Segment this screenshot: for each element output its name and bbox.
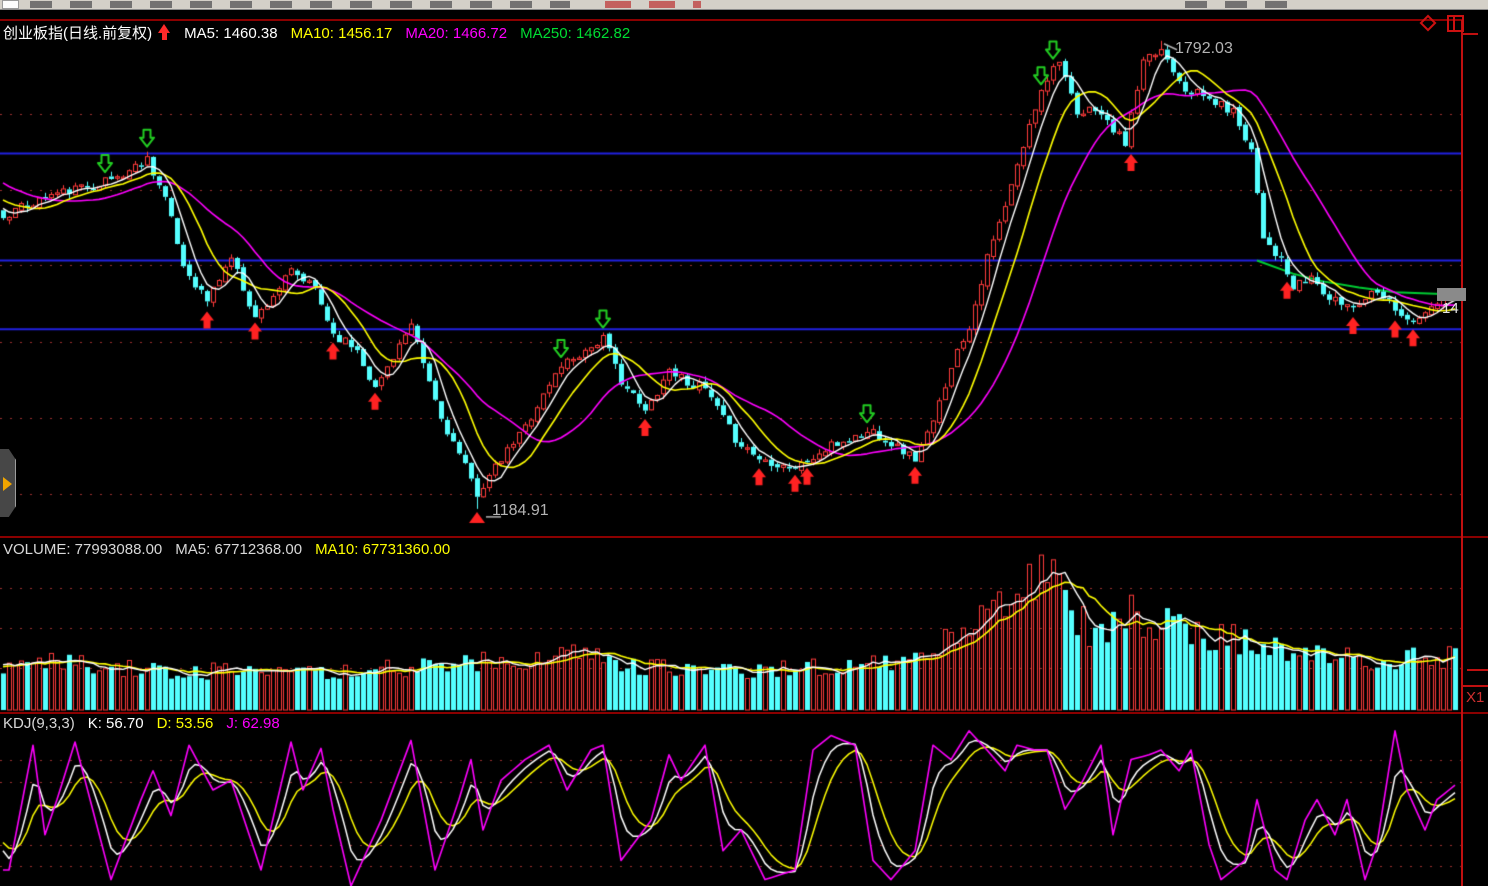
sidebar-expand-tab[interactable]: [0, 449, 16, 517]
last-price-tag: [1437, 288, 1466, 301]
split-window-icon-divider: [1453, 17, 1455, 30]
up-arrow-icon: [158, 24, 171, 40]
volume-ma5-value: MA5: 67712368.00: [175, 541, 303, 558]
ma5-value: MA5: 1460.38: [184, 25, 278, 42]
main-pane-header: 创业板指(日线.前复权) MA5: 1460.38 MA10: 1456.17 MA2…: [3, 22, 643, 43]
kdj-indicator-name: KDJ(9,3,3): [3, 715, 75, 732]
kdj-pane-header: KDJ(9,3,3) K: 56.70 D: 53.56 J: 62.98: [3, 715, 293, 732]
menu-bar[interactable]: [0, 0, 1488, 10]
low-price-label: 1184.91: [492, 502, 549, 519]
kdj-d-value: D: 53.56: [156, 715, 214, 732]
kdj-chart-canvas[interactable]: [0, 714, 1462, 886]
kdj-pane-divider: [0, 712, 1488, 714]
last-price-tag-text: 14: [1442, 300, 1459, 317]
ma10-value: MA10: 1456.17: [290, 25, 393, 42]
volume-pane-divider: [0, 536, 1488, 538]
volume-value: VOLUME: 77993088.00: [3, 541, 163, 558]
expand-arrow-icon: [3, 477, 12, 491]
axis-tick-volume: [1467, 669, 1488, 671]
main-chart-canvas[interactable]: [0, 20, 1462, 537]
high-price-label: 1792.03: [1175, 40, 1233, 57]
split-window-icon[interactable]: [1447, 15, 1464, 32]
kdj-k-value: K: 56.70: [87, 715, 144, 732]
right-axis-border: [1461, 20, 1463, 886]
volume-pane-header: VOLUME: 77993088.00 MA5: 67712368.00 MA10:…: [3, 541, 463, 558]
kdj-j-value: J: 62.98: [226, 715, 280, 732]
axis-cell-line: [1461, 685, 1488, 687]
volume-ma10-value: MA10: 67731360.00: [315, 541, 451, 558]
menu-items-clipped[interactable]: [30, 1, 570, 8]
volume-unit-label: X1: [1466, 689, 1485, 706]
window-icon[interactable]: [2, 0, 19, 9]
pane-top-border: [0, 19, 1462, 21]
axis-tick-top: [1461, 33, 1478, 35]
ma20-value: MA20: 1466.72: [405, 25, 508, 42]
symbol-title: 创业板指(日线.前复权): [3, 25, 153, 42]
volume-chart-canvas[interactable]: [0, 538, 1462, 712]
menu-quote-values-clipped: [605, 1, 701, 8]
menu-items-right-clipped[interactable]: [1185, 1, 1300, 8]
ma250-value: MA250: 1462.82: [520, 25, 631, 42]
